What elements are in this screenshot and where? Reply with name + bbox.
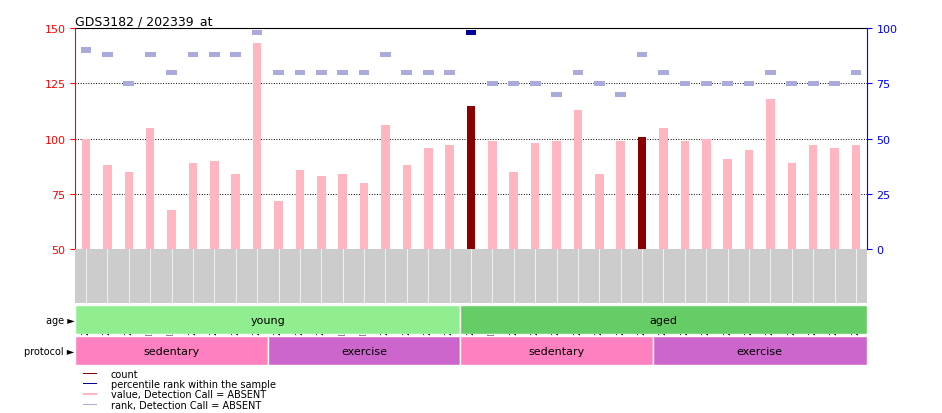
Bar <box>659 128 668 250</box>
Bar <box>743 81 755 87</box>
Bar <box>337 70 348 76</box>
Bar <box>296 170 304 250</box>
Bar <box>83 383 97 385</box>
Bar <box>188 164 197 250</box>
Bar <box>401 70 413 76</box>
Bar <box>402 166 411 250</box>
Bar <box>595 175 604 250</box>
Bar <box>316 70 327 76</box>
Bar <box>461 306 867 335</box>
Bar <box>573 70 583 76</box>
Bar <box>594 81 605 87</box>
Bar <box>252 44 262 250</box>
Bar <box>231 53 241 58</box>
Bar <box>461 337 653 366</box>
Bar <box>529 81 541 87</box>
Bar <box>83 394 97 395</box>
Bar <box>83 404 97 405</box>
Bar <box>82 140 90 250</box>
Bar <box>210 161 219 250</box>
Bar <box>766 100 774 250</box>
Text: young: young <box>251 315 285 325</box>
Bar <box>232 175 240 250</box>
Bar <box>487 81 497 87</box>
Bar <box>852 146 860 250</box>
Text: sedentary: sedentary <box>143 346 200 356</box>
Text: value, Detection Call = ABSENT: value, Detection Call = ABSENT <box>111 389 266 399</box>
Bar <box>83 373 97 374</box>
Bar <box>723 81 733 87</box>
Bar <box>638 137 646 250</box>
Bar <box>209 53 219 58</box>
Bar <box>424 148 432 250</box>
Bar <box>465 31 477 36</box>
Bar <box>653 337 867 366</box>
Bar <box>168 210 176 250</box>
Bar <box>679 81 690 87</box>
Text: count: count <box>111 369 138 379</box>
Bar <box>359 70 369 76</box>
Text: GDS3182 / 202339_at: GDS3182 / 202339_at <box>75 15 213 28</box>
Bar <box>445 70 455 76</box>
Bar <box>745 150 754 250</box>
Bar <box>829 81 840 87</box>
Bar <box>851 70 861 76</box>
Bar <box>551 93 561 98</box>
Bar <box>615 93 626 98</box>
Text: age ►: age ► <box>45 315 74 325</box>
Text: exercise: exercise <box>341 346 387 356</box>
Bar <box>637 53 647 58</box>
Bar <box>360 183 368 250</box>
Bar <box>102 53 113 58</box>
Bar <box>274 201 283 250</box>
Bar <box>552 142 560 250</box>
Bar <box>187 53 199 58</box>
Bar <box>317 177 326 250</box>
Text: aged: aged <box>649 315 677 325</box>
Bar <box>295 70 305 76</box>
Bar <box>104 166 112 250</box>
Bar <box>809 146 818 250</box>
Bar <box>446 146 454 250</box>
Bar <box>146 128 154 250</box>
Text: sedentary: sedentary <box>528 346 585 356</box>
Bar <box>268 337 461 366</box>
Text: percentile rank within the sample: percentile rank within the sample <box>111 379 276 389</box>
Bar <box>701 81 711 87</box>
Bar <box>75 337 268 366</box>
Bar <box>145 53 155 58</box>
Bar <box>273 70 284 76</box>
Text: exercise: exercise <box>737 346 783 356</box>
Bar <box>531 144 540 250</box>
Bar <box>509 81 519 87</box>
Bar <box>787 81 797 87</box>
Bar <box>75 306 461 335</box>
Bar <box>124 173 133 250</box>
Bar <box>616 142 625 250</box>
Bar <box>510 173 518 250</box>
Text: rank, Detection Call = ABSENT: rank, Detection Call = ABSENT <box>111 400 261 410</box>
Bar <box>680 142 690 250</box>
Bar <box>423 70 433 76</box>
Bar <box>574 111 582 250</box>
Bar <box>808 81 819 87</box>
Bar <box>123 81 134 87</box>
Bar <box>381 53 391 58</box>
Bar <box>81 48 91 54</box>
Bar <box>830 148 838 250</box>
Bar <box>765 70 776 76</box>
Bar <box>382 126 390 250</box>
Bar <box>702 140 710 250</box>
Bar <box>166 70 177 76</box>
Text: protocol ►: protocol ► <box>24 346 74 356</box>
Bar <box>252 31 263 36</box>
Bar <box>488 142 496 250</box>
Bar <box>658 70 669 76</box>
Bar <box>723 159 732 250</box>
Bar <box>788 164 796 250</box>
Bar <box>466 106 476 250</box>
Bar <box>338 175 347 250</box>
